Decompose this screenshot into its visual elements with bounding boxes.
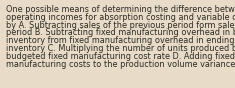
Text: by A. Subtracting sales of the previous period form sales of this: by A. Subtracting sales of the previous … bbox=[6, 21, 235, 30]
Text: inventory C. Multiplying the number of units produced by the: inventory C. Multiplying the number of u… bbox=[6, 44, 235, 53]
Text: inventory from fixed manufacturing overhead in ending: inventory from fixed manufacturing overh… bbox=[6, 36, 235, 45]
Text: budgeted fixed manufacturing cost rate D. Adding fixed: budgeted fixed manufacturing cost rate D… bbox=[6, 52, 235, 61]
Text: operating incomes for absorption costing and variable costing is: operating incomes for absorption costing… bbox=[6, 13, 235, 22]
Text: One possible means of determining the difference between: One possible means of determining the di… bbox=[6, 5, 235, 14]
Text: period B. Subtracting fixed manufacturing overhead in beginning: period B. Subtracting fixed manufacturin… bbox=[6, 28, 235, 37]
Text: manufacturing costs to the production volume variance: manufacturing costs to the production vo… bbox=[6, 60, 235, 69]
